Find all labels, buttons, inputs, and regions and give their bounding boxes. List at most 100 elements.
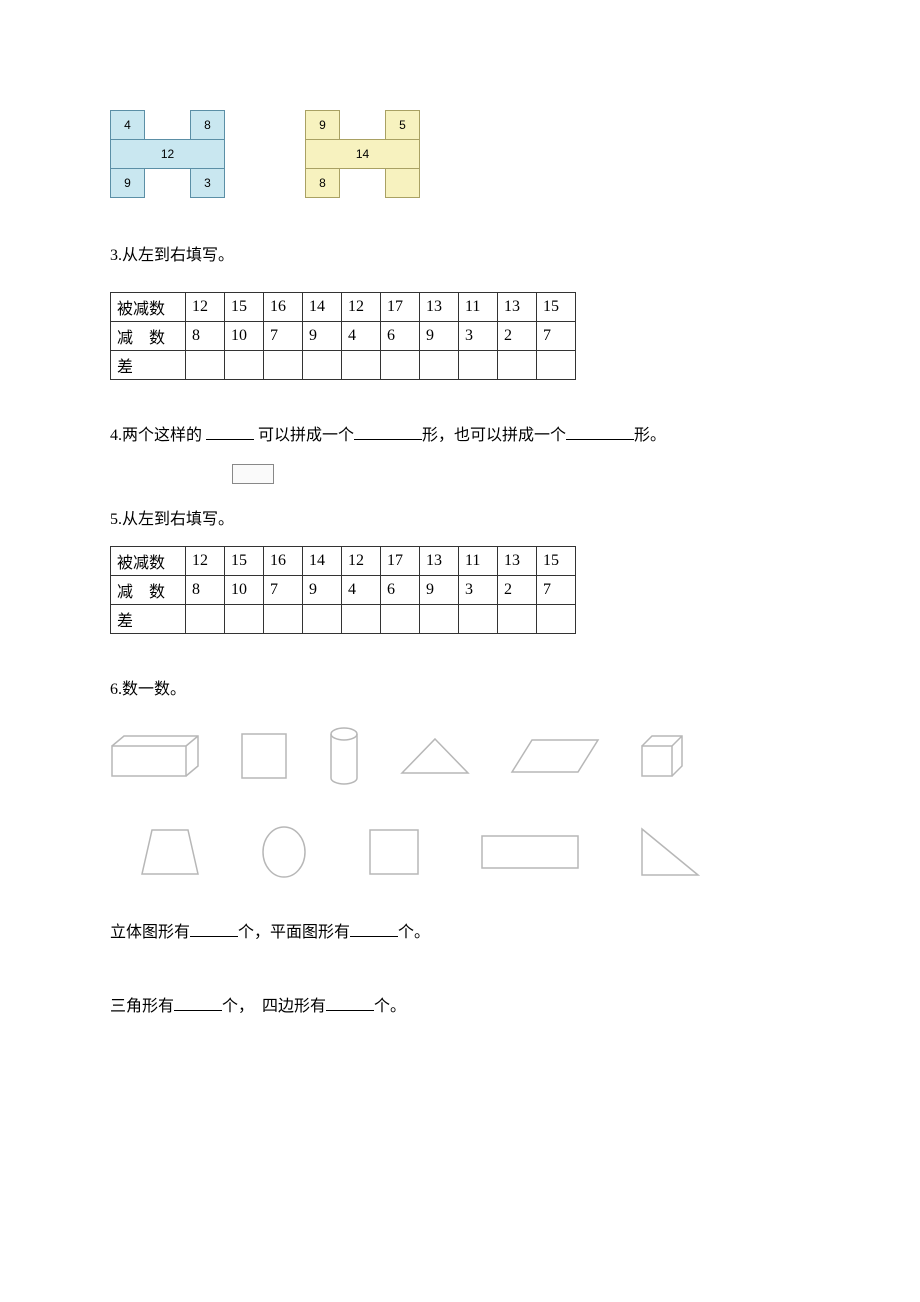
q6-ans1-a: 立体图形有 xyxy=(110,924,190,941)
q6-ans2-a: 三角形有 xyxy=(110,998,174,1015)
q5-prompt: 5.从左到右填写。 xyxy=(110,504,810,536)
q5-minuend-cell: 15 xyxy=(225,547,264,576)
q3-subtrahend-cell: 10 xyxy=(225,322,264,351)
shapes-row-2 xyxy=(110,822,810,882)
h-puzzle-2: 9 5 14 8 xyxy=(305,110,420,200)
q6-ans1-c: 个。 xyxy=(398,924,430,941)
q4-text-end: 形。 xyxy=(634,427,666,444)
q3-minuend-cell: 15 xyxy=(225,293,264,322)
q5-minuend-cell: 14 xyxy=(303,547,342,576)
q3-minuend-cell: 12 xyxy=(186,293,225,322)
q5-subtrahend-cell: 6 xyxy=(381,576,420,605)
q3-difference-cell[interactable] xyxy=(303,351,342,380)
q6-blank-quad-count[interactable] xyxy=(326,994,374,1011)
h1-middle: 12 xyxy=(110,139,225,169)
q3-subtrahend-cell: 4 xyxy=(342,322,381,351)
q3-minuend-cell: 17 xyxy=(381,293,420,322)
h1-bottom-left: 9 xyxy=(110,168,145,198)
parallelogram-icon xyxy=(510,726,600,786)
q4-text-before: 4.两个这样的 xyxy=(110,427,202,444)
h-puzzle-1: 4 8 12 9 3 xyxy=(110,110,225,200)
q3-row-subtrahend: 减 数 8 10 7 9 4 6 9 3 2 7 xyxy=(111,322,576,351)
q3-difference-cell[interactable] xyxy=(186,351,225,380)
right-triangle-icon xyxy=(640,822,700,882)
q3-difference-cell[interactable] xyxy=(342,351,381,380)
q5-difference-cell[interactable] xyxy=(459,605,498,634)
q5-difference-cell[interactable] xyxy=(498,605,537,634)
q5-minuend-cell: 15 xyxy=(537,547,576,576)
q3-difference-cell[interactable] xyxy=(498,351,537,380)
q5-label-subtrahend: 减 数 xyxy=(111,576,186,605)
q3-difference-cell[interactable] xyxy=(420,351,459,380)
h2-top-left: 9 xyxy=(305,110,340,140)
h2-bottom-right[interactable] xyxy=(385,168,420,198)
q4-blank-2[interactable] xyxy=(566,423,634,440)
q3-difference-cell[interactable] xyxy=(537,351,576,380)
h1-top-right: 8 xyxy=(190,110,225,140)
q5-difference-cell[interactable] xyxy=(420,605,459,634)
q3-difference-cell[interactable] xyxy=(225,351,264,380)
q5-minuend-cell: 12 xyxy=(342,547,381,576)
q3-subtrahend-cell: 8 xyxy=(186,322,225,351)
q5-difference-cell[interactable] xyxy=(381,605,420,634)
q5-subtrahend-cell: 7 xyxy=(537,576,576,605)
q6-ans2-b: 个， 四边形有 xyxy=(222,998,326,1015)
q6-blank-triangle-count[interactable] xyxy=(174,994,222,1011)
q5-subtrahend-cell: 3 xyxy=(459,576,498,605)
q3-minuend-cell: 16 xyxy=(264,293,303,322)
q5-label-minuend: 被减数 xyxy=(111,547,186,576)
q5-difference-cell[interactable] xyxy=(225,605,264,634)
q3-label-subtrahend: 减 数 xyxy=(111,322,186,351)
q5-minuend-cell: 11 xyxy=(459,547,498,576)
q3-minuend-cell: 13 xyxy=(420,293,459,322)
q5-row-subtrahend: 减 数 8 10 7 9 4 6 9 3 2 7 xyxy=(111,576,576,605)
q5-minuend-cell: 13 xyxy=(498,547,537,576)
q5-minuend-cell: 13 xyxy=(420,547,459,576)
q4-text-unit1: 形，也可以拼成一个 xyxy=(422,427,566,444)
q3-table: 被减数 12 15 16 14 12 17 13 11 13 15 减 数 8 … xyxy=(110,292,576,380)
q3-label-difference: 差 xyxy=(111,351,186,380)
q6-prompt: 6.数一数。 xyxy=(110,674,810,706)
q5-minuend-cell: 17 xyxy=(381,547,420,576)
q3-label-minuend: 被减数 xyxy=(111,293,186,322)
q3-difference-cell[interactable] xyxy=(459,351,498,380)
h2-bottom-left: 8 xyxy=(305,168,340,198)
h2-middle: 14 xyxy=(305,139,420,169)
q5-subtrahend-cell: 4 xyxy=(342,576,381,605)
q4-blank-1[interactable] xyxy=(354,423,422,440)
q3-minuend-cell: 11 xyxy=(459,293,498,322)
q5-difference-cell[interactable] xyxy=(264,605,303,634)
q4-blank-shape-slot xyxy=(206,423,254,440)
q5-difference-cell[interactable] xyxy=(537,605,576,634)
q3-subtrahend-cell: 3 xyxy=(459,322,498,351)
cuboid-icon xyxy=(110,726,200,786)
q3-minuend-cell: 12 xyxy=(342,293,381,322)
q5-difference-cell[interactable] xyxy=(186,605,225,634)
q3-difference-cell[interactable] xyxy=(264,351,303,380)
square-2-icon xyxy=(368,822,420,882)
trapezoid-icon xyxy=(140,822,200,882)
q5-minuend-cell: 12 xyxy=(186,547,225,576)
q4-line: 4.两个这样的 可以拼成一个 形，也可以拼成一个 形。 xyxy=(110,420,810,484)
q3-minuend-cell: 14 xyxy=(303,293,342,322)
q6-ans1-b: 个，平面图形有 xyxy=(238,924,350,941)
q3-prompt: 3.从左到右填写。 xyxy=(110,240,810,272)
q5-difference-cell[interactable] xyxy=(303,605,342,634)
cube-icon xyxy=(640,726,684,786)
square-icon xyxy=(240,726,288,786)
triangle-icon xyxy=(400,726,470,786)
q6-blank-flat-count[interactable] xyxy=(350,920,398,937)
q5-subtrahend-cell: 9 xyxy=(420,576,459,605)
q6-ans2-c: 个。 xyxy=(374,998,406,1015)
q5-label-difference: 差 xyxy=(111,605,186,634)
q3-minuend-cell: 15 xyxy=(537,293,576,322)
h1-bottom-right: 3 xyxy=(190,168,225,198)
q3-row-minuend: 被减数 12 15 16 14 12 17 13 11 13 15 xyxy=(111,293,576,322)
q3-subtrahend-cell: 6 xyxy=(381,322,420,351)
q3-row-difference: 差 xyxy=(111,351,576,380)
q4-text-mid1: 可以拼成一个 xyxy=(258,427,354,444)
q5-difference-cell[interactable] xyxy=(342,605,381,634)
q6-blank-solid-count[interactable] xyxy=(190,920,238,937)
q6-answer-line-1: 立体图形有 个，平面图形有 个。 xyxy=(110,918,810,942)
q3-difference-cell[interactable] xyxy=(381,351,420,380)
